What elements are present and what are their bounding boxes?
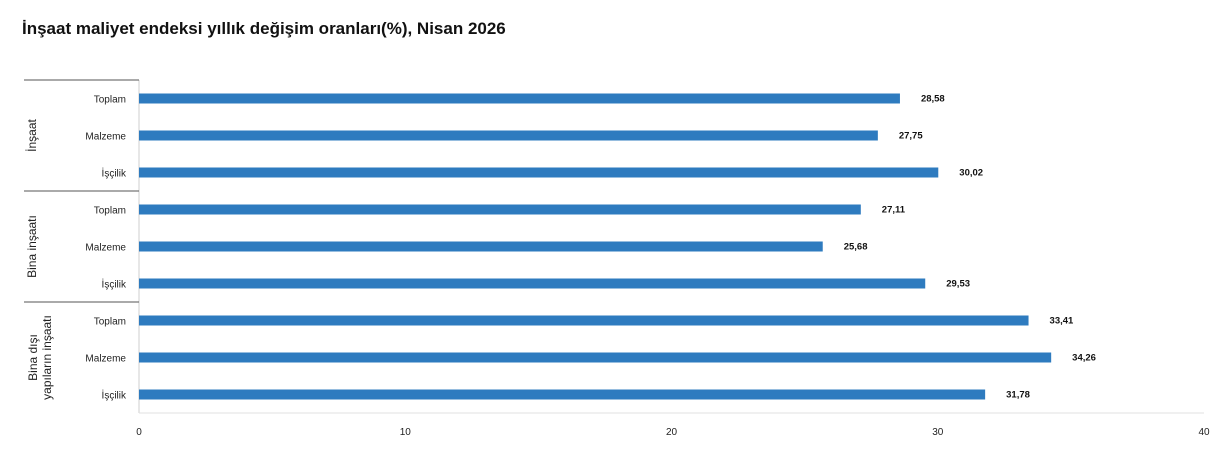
bar [139, 167, 939, 178]
bar [139, 389, 986, 400]
bar [139, 352, 1052, 363]
category-label: Toplam [94, 206, 126, 217]
bar [139, 315, 1029, 326]
x-tick-label: 20 [666, 427, 678, 438]
bar [139, 204, 861, 215]
group-label: Bina inşaatı [25, 215, 39, 278]
category-label: İşçilik [102, 167, 127, 180]
x-tick-label: 0 [136, 427, 142, 438]
category-label: İşçilik [102, 278, 127, 291]
bar [139, 278, 926, 289]
data-label: 25,68 [844, 242, 868, 253]
data-label: 30,02 [959, 168, 983, 179]
category-label: İşçilik [102, 389, 127, 402]
bar [139, 241, 823, 252]
data-label: 34,26 [1072, 353, 1096, 364]
data-label: 29,53 [946, 279, 970, 290]
category-label: Malzeme [85, 354, 126, 365]
bar [139, 130, 878, 141]
category-label: Toplam [94, 317, 126, 328]
group-label: İnşaat [25, 118, 39, 151]
x-tick-label: 30 [932, 427, 944, 438]
data-label: 33,41 [1050, 316, 1074, 327]
category-label: Toplam [94, 95, 126, 106]
data-label: 28,58 [921, 94, 945, 105]
x-tick-label: 40 [1198, 427, 1210, 438]
group-label: Bina dışıyapıların inşaatı [26, 315, 54, 400]
data-label: 27,11 [882, 205, 906, 216]
chart-title: İnşaat maliyet endeksi yıllık değişim or… [22, 19, 506, 38]
category-label: Malzeme [85, 132, 126, 143]
data-label: 31,78 [1006, 390, 1030, 401]
category-label: Malzeme [85, 243, 126, 254]
data-label: 27,75 [899, 131, 923, 142]
bar [139, 93, 900, 104]
x-tick-label: 10 [400, 427, 412, 438]
